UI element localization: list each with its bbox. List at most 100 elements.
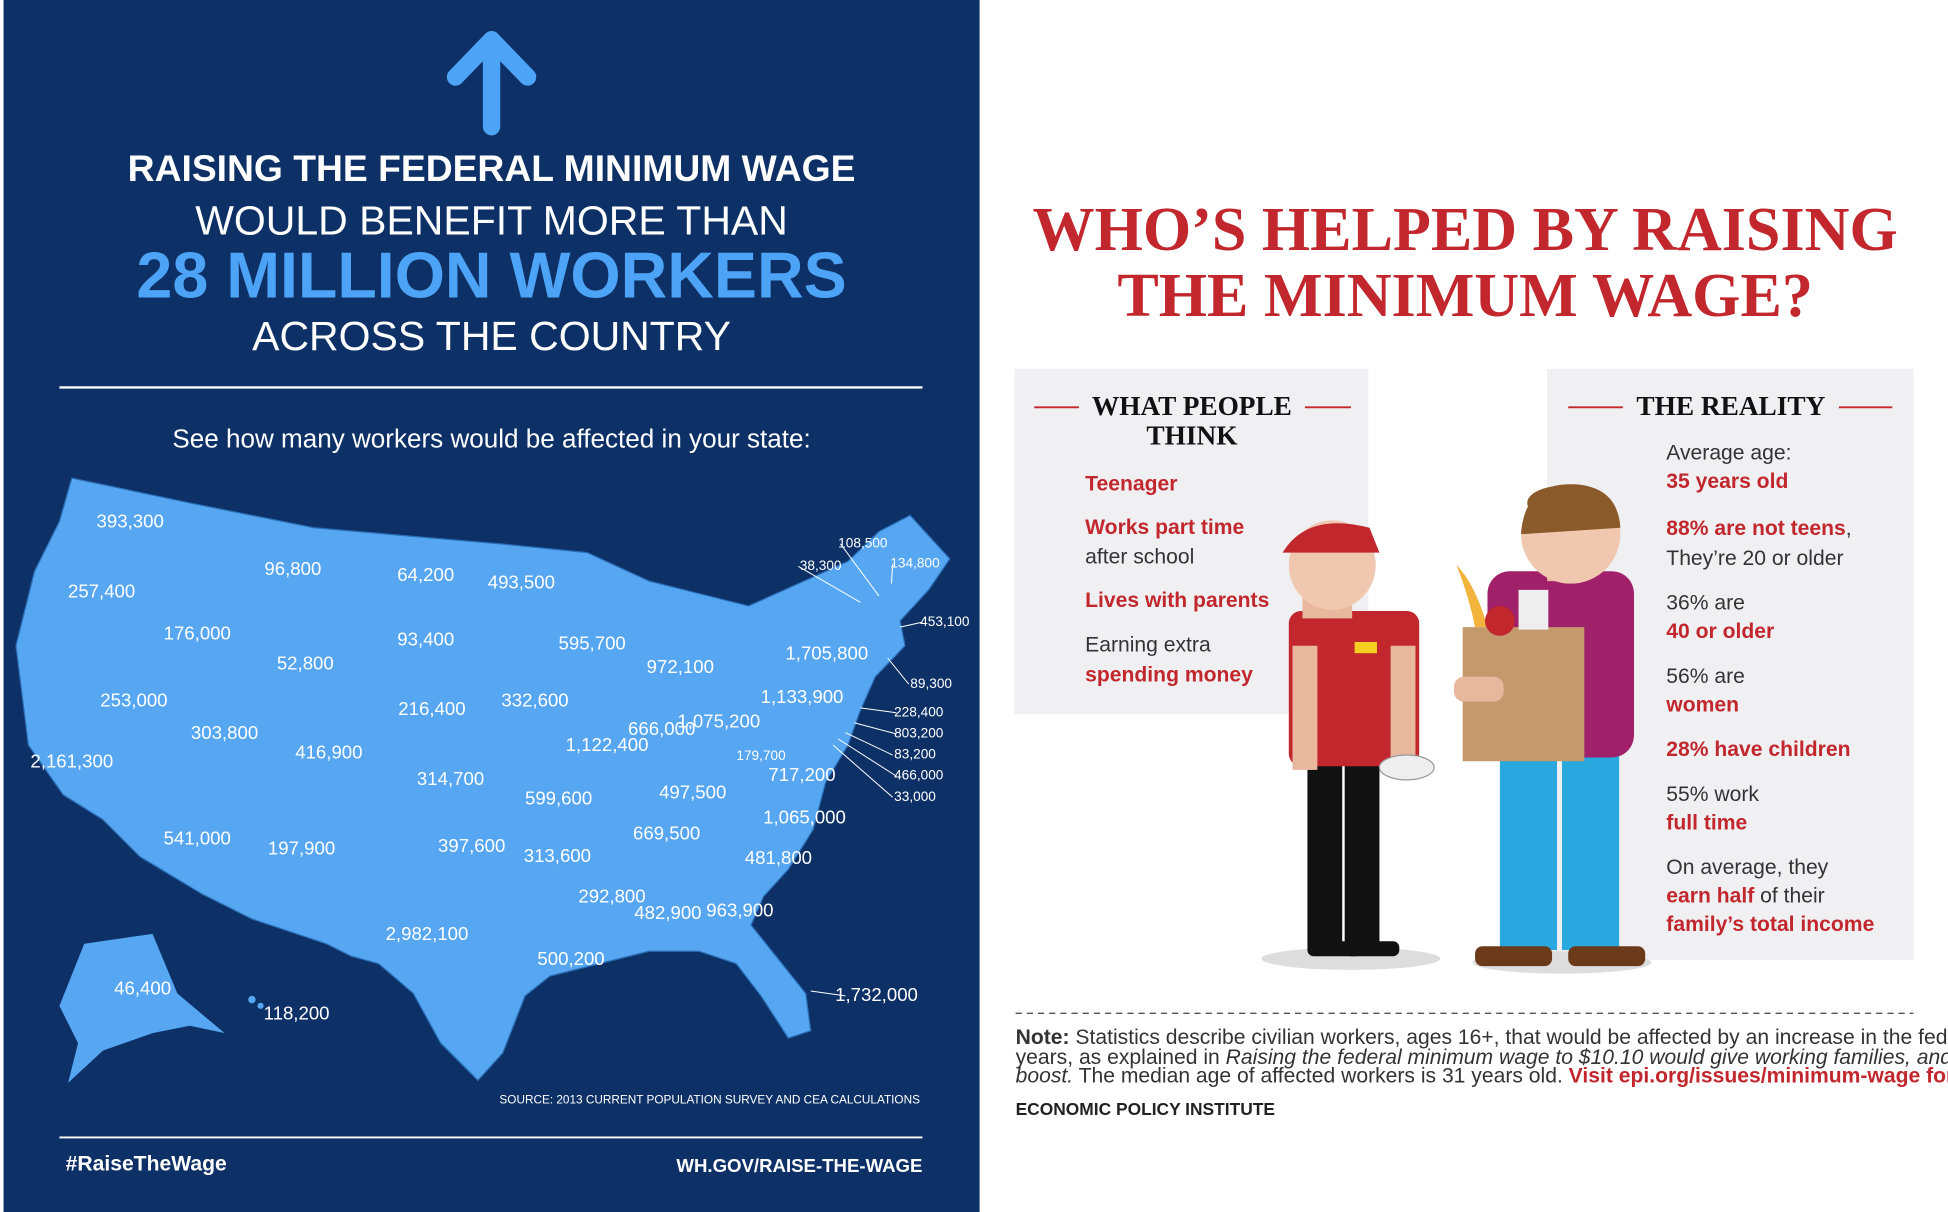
- hawaii: [257, 1002, 264, 1009]
- state-value: 666,000: [628, 718, 695, 739]
- state-value: 38,300: [800, 558, 842, 573]
- leader-line: [810, 990, 846, 997]
- text-line: They’re 20 or older: [1666, 546, 1843, 569]
- state-value: 599,600: [525, 788, 592, 809]
- state-value: 96,800: [264, 558, 321, 579]
- url: WH.GOV/RAISE-THE-WAGE: [676, 1155, 922, 1176]
- state-value: 46,400: [114, 978, 171, 999]
- state-value: 416,900: [295, 742, 362, 763]
- state-value: 176,000: [164, 622, 231, 643]
- state-value: 216,400: [398, 698, 465, 719]
- text-segment: They’re 20 or older: [1666, 546, 1843, 569]
- state-value: 253,000: [100, 690, 167, 711]
- title: THE MINIMUM WAGE?: [1117, 262, 1813, 330]
- text-segment: Works part time: [1085, 515, 1244, 538]
- state-value: 397,600: [438, 835, 505, 856]
- text-line: 88% are not teens,: [1666, 517, 1851, 540]
- headline: ACROSS THE COUNTRY: [252, 313, 731, 359]
- state-value: 717,200: [768, 764, 835, 785]
- state-value: 118,200: [264, 1002, 330, 1023]
- text-line: Teenager: [1085, 472, 1177, 495]
- state-value: 963,900: [706, 899, 773, 920]
- text-line: years, as explained in Raising the feder…: [1016, 1046, 1948, 1069]
- text-segment: 36% are: [1666, 591, 1745, 614]
- state-value: 972,100: [647, 656, 714, 677]
- text-segment: years, as explained in: [1016, 1046, 1226, 1069]
- state-value: 1,705,800: [785, 642, 868, 663]
- state-value: 482,900: [634, 902, 701, 923]
- source: SOURCE: 2013 CURRENT POPULATION SURVEY A…: [499, 1093, 920, 1106]
- state-value: 303,800: [191, 722, 258, 743]
- state-value: 541,000: [164, 827, 231, 848]
- leader-line: [832, 744, 893, 798]
- leader-line: [900, 621, 923, 628]
- headline: RAISING THE FEDERAL MINIMUM WAGE: [128, 147, 856, 189]
- state-value: 393,300: [97, 511, 164, 532]
- state-value: 2,161,300: [30, 750, 113, 771]
- leader-line: [837, 738, 897, 777]
- leader-line: [887, 657, 910, 685]
- teen-figure: [1261, 520, 1441, 970]
- state-value: 1,133,900: [761, 686, 844, 707]
- text-segment: Raising the federal minimum wage to $10.…: [1226, 1046, 1948, 1069]
- state-value: 89,300: [910, 676, 952, 691]
- us-map: 393,300 257,400 96,800 64,200 493,500 176,000…: [15, 477, 970, 1083]
- text-line: 36% are: [1666, 591, 1745, 614]
- leader-line: [860, 707, 897, 714]
- text-line: spending money: [1085, 663, 1253, 686]
- state-value: 108,500: [838, 536, 888, 551]
- text-segment: of their: [1754, 884, 1824, 907]
- text-line: after school: [1085, 545, 1194, 568]
- state-value: 179,700: [736, 748, 786, 763]
- state-value: 669,500: [633, 822, 700, 843]
- hashtag: #RaiseTheWage: [66, 1152, 227, 1175]
- text-line: women: [1665, 693, 1739, 716]
- leader-line: [798, 565, 861, 603]
- text-line: 40 or older: [1666, 620, 1774, 643]
- state-value: 803,200: [894, 726, 944, 741]
- myth-heading: WHAT PEOPLE: [1092, 391, 1292, 421]
- text-segment: 35 years old: [1666, 469, 1788, 492]
- state-value: 52,800: [277, 652, 334, 673]
- state-value: 497,500: [659, 781, 726, 802]
- text-segment: ,: [1846, 517, 1852, 540]
- text-line: family’s total income: [1666, 913, 1874, 936]
- state-value: 83,200: [894, 747, 936, 762]
- woman-figure: [1453, 484, 1652, 974]
- text-segment: Earning extra: [1085, 633, 1211, 656]
- state-value: 2,982,100: [386, 923, 469, 944]
- text-segment: after school: [1085, 545, 1194, 568]
- continental-us: [15, 477, 951, 1082]
- state-value: 466,000: [894, 768, 944, 783]
- state-value: 257,400: [68, 580, 135, 601]
- text-segment: full time: [1666, 811, 1747, 834]
- text-line: boost. The median age of affected worker…: [1016, 1064, 1948, 1087]
- state-value: 64,200: [397, 564, 454, 585]
- state-value: 500,200: [537, 948, 604, 969]
- text-line: 56% are: [1666, 664, 1745, 687]
- text-segment: 55% work: [1666, 782, 1759, 805]
- reality-heading: THE REALITY: [1636, 391, 1825, 421]
- up-arrow: [446, 31, 537, 136]
- text-line: Lives with parents: [1085, 589, 1269, 612]
- text-segment: 28% have children: [1666, 738, 1850, 761]
- text-segment: spending money: [1085, 663, 1253, 686]
- text-segment: Statistics describe civilian workers, ag…: [1070, 1026, 1948, 1049]
- text-line: Average age:: [1666, 441, 1791, 464]
- text-line: Works part time: [1085, 515, 1244, 538]
- state-value: 314,700: [417, 768, 484, 789]
- state-value: 493,500: [488, 572, 555, 593]
- state-value: 1,732,000: [835, 984, 918, 1005]
- state-value: 93,400: [397, 629, 454, 650]
- state-value: 1,122,400: [566, 734, 649, 755]
- text-line: 35 years old: [1666, 469, 1788, 492]
- state-value: 1,075,200: [677, 711, 760, 732]
- prompt: See how many workers would be affected i…: [172, 424, 810, 454]
- text-segment: Teenager: [1085, 472, 1177, 495]
- text-segment: 88% are not teens: [1666, 517, 1846, 540]
- state-value: 33,000: [894, 789, 936, 804]
- headline: WOULD BENEFIT MORE THAN: [195, 197, 788, 243]
- text-segment: women: [1665, 693, 1739, 716]
